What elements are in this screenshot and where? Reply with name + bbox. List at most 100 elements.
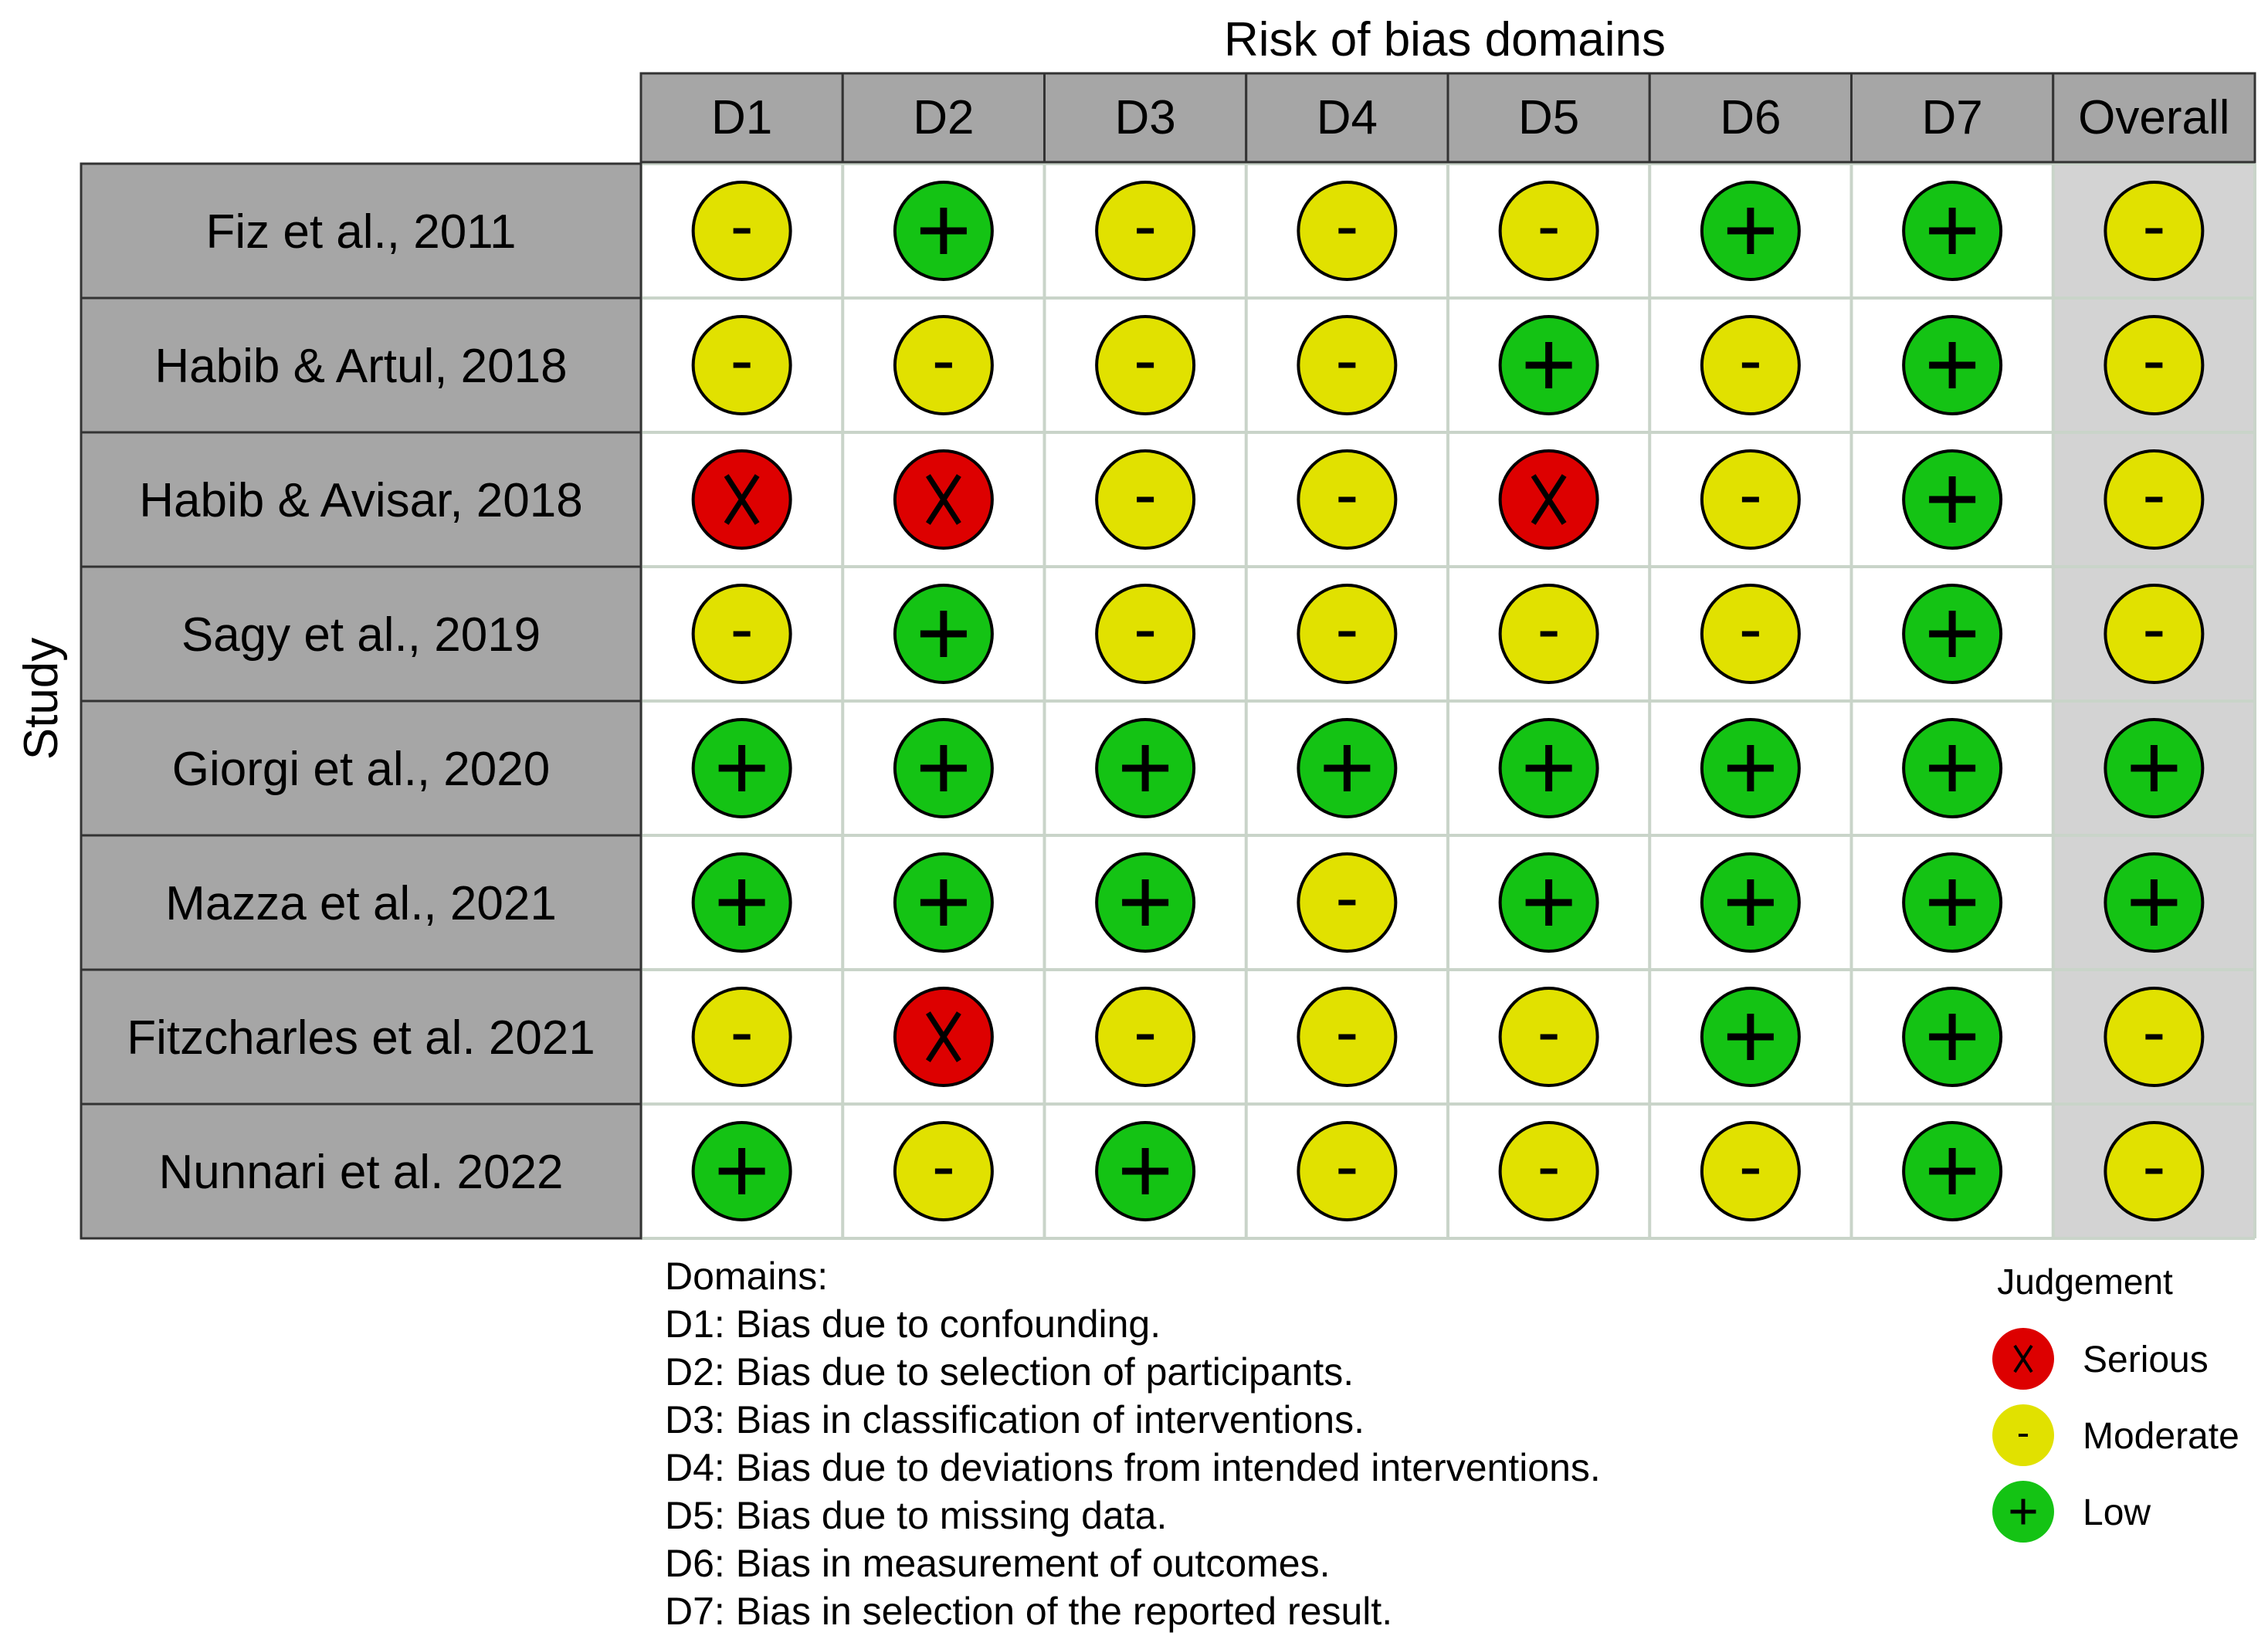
domain-description: D4: Bias due to deviations from intended… — [665, 1446, 1601, 1489]
judgement-symbol-low — [1727, 1014, 1774, 1060]
header-label-d1: D1 — [711, 91, 772, 144]
judgement-mark-habib-avisar-2018-d2 — [893, 449, 994, 550]
judgement-symbol-serious — [724, 474, 760, 525]
header-cell-d7 — [1850, 72, 2055, 164]
judgement-symbol-low — [2131, 745, 2178, 791]
judgement-mark-habib-artul-2018-d7 — [1902, 315, 2003, 415]
domain-description: D7: Bias in selection of the reported re… — [665, 1590, 1392, 1633]
legend-item-low: Low — [1992, 1481, 2151, 1543]
judgement-mark-mazza-et-al-2021-d5 — [1498, 852, 1599, 953]
study-label-cell — [80, 1102, 642, 1240]
judgement-mark-habib-avisar-2018-d7 — [1902, 449, 2003, 550]
judgement-symbol-low — [1727, 745, 1774, 791]
header-label-d6: D6 — [1720, 91, 1781, 144]
judgement-mark-fiz-et-al-2011-d6 — [1700, 181, 1801, 281]
domain-description: D6: Bias in measurement of outcomes. — [665, 1542, 1331, 1585]
header-label-d2: D2 — [913, 91, 974, 144]
domain-description: D3: Bias in classification of interventi… — [665, 1398, 1365, 1441]
judgement-mark-fitzcharles-et-al-2021-d7 — [1902, 987, 2003, 1087]
judgement-symbol-low — [1324, 745, 1371, 791]
legend-item-moderate: Moderate — [1992, 1404, 2239, 1466]
judgement-symbol-low — [1929, 342, 1976, 388]
judgement-mark-giorgi-et-al-2020-overall — [2104, 718, 2205, 818]
judgement-mark-fitzcharles-et-al-2021-overall — [2104, 987, 2205, 1087]
legend-label: Low — [2083, 1492, 2151, 1533]
domain-description: D1: Bias due to confounding. — [665, 1302, 1161, 1346]
study-label-cell — [80, 968, 642, 1106]
header-label-overall: Overall — [2078, 91, 2229, 144]
judgement-mark-habib-avisar-2018-d5 — [1498, 449, 1599, 550]
judgement-mark-sagy-et-al-2019-d7 — [1902, 584, 2003, 684]
header-label-d3: D3 — [1114, 91, 1175, 144]
judgement-mark-nunnari-et-al-2022-d4 — [1297, 1121, 1398, 1221]
judgement-mark-habib-avisar-2018-overall — [2104, 449, 2205, 550]
judgement-mark-fitzcharles-et-al-2021-d5 — [1498, 987, 1599, 1087]
judgement-mark-fitzcharles-et-al-2021-d6 — [1700, 987, 1801, 1087]
judgement-grid — [639, 162, 2256, 1240]
judgement-symbol-low — [1929, 1148, 1976, 1194]
judgement-mark-habib-avisar-2018-d3 — [1095, 449, 1196, 550]
judgement-symbol-low — [2131, 879, 2178, 926]
domain-descriptions: Domains: D1: Bias due to confounding.D2:… — [665, 1255, 1601, 1633]
judgement-symbol-low — [1525, 342, 1572, 388]
judgement-mark-mazza-et-al-2021-d4 — [1297, 852, 1398, 953]
study-label-cell — [80, 834, 642, 971]
judgement-mark-fitzcharles-et-al-2021-d1 — [691, 987, 792, 1087]
judgement-symbol-low — [1929, 208, 1976, 254]
header-label-d5: D5 — [1518, 91, 1579, 144]
judgement-mark-mazza-et-al-2021-d3 — [1095, 852, 1196, 953]
legend-label: Serious — [2083, 1339, 2209, 1380]
judgement-mark-fitzcharles-et-al-2021-d3 — [1095, 987, 1196, 1087]
legend-symbol — [2010, 1499, 2036, 1525]
judgement-mark-giorgi-et-al-2020-d3 — [1095, 718, 1196, 818]
judgement-mark-fiz-et-al-2011-d1 — [691, 181, 792, 281]
study-label: Habib & Artul, 2018 — [154, 340, 567, 393]
legend-title: Judgement — [1997, 1262, 2173, 1302]
chart-title: Risk of bias domains — [1224, 13, 1666, 66]
study-label: Giorgi et al., 2020 — [172, 743, 550, 796]
header-label-d4: D4 — [1317, 91, 1378, 144]
header-label-d7: D7 — [1921, 91, 1982, 144]
judgement-mark-giorgi-et-al-2020-d1 — [691, 718, 792, 818]
judgement-symbol-low — [718, 879, 765, 926]
judgement-symbol-low — [1122, 1148, 1169, 1194]
legend-item-serious: Serious — [1992, 1328, 2209, 1390]
judgement-mark-giorgi-et-al-2020-d7 — [1902, 718, 2003, 818]
judgement-mark-giorgi-et-al-2020-d4 — [1297, 718, 1398, 818]
header-cell-d5 — [1446, 72, 1651, 164]
judgement-mark-nunnari-et-al-2022-d7 — [1902, 1121, 2003, 1221]
judgement-mark-nunnari-et-al-2022-d3 — [1095, 1121, 1196, 1221]
judgement-mark-mazza-et-al-2021-d6 — [1700, 852, 1801, 953]
judgement-mark-habib-avisar-2018-d1 — [691, 449, 792, 550]
header-cell-overall — [2052, 72, 2256, 164]
judgement-mark-nunnari-et-al-2022-d5 — [1498, 1121, 1599, 1221]
study-label: Fitzcharles et al. 2021 — [127, 1011, 595, 1065]
judgement-symbol-low — [1122, 879, 1169, 926]
domain-description: D2: Bias due to selection of participant… — [665, 1350, 1354, 1394]
judgement-symbol-low — [1525, 879, 1572, 926]
judgement-mark-fiz-et-al-2011-d7 — [1902, 181, 2003, 281]
judgement-symbol-serious — [925, 1011, 961, 1062]
judgement-symbol-low — [920, 611, 967, 657]
study-label-column: Fiz et al., 2011 Habib & Artul, 2018 Habib… — [80, 162, 642, 1240]
judgement-symbol-low — [1929, 879, 1976, 926]
judgement-mark-sagy-et-al-2019-d2 — [893, 584, 994, 684]
judgement-mark-fiz-et-al-2011-overall — [2104, 181, 2205, 281]
judgement-mark-fitzcharles-et-al-2021-d4 — [1297, 987, 1398, 1087]
judgement-mark-sagy-et-al-2019-d3 — [1095, 584, 1196, 684]
judgement-symbol-low — [920, 745, 967, 791]
domain-header-row: D1 D2 D3 D4 D5 D6 D7 Overall — [639, 72, 2256, 164]
judgement-legend: Judgement Serious Moderate Low — [1992, 1262, 2239, 1543]
judgement-mark-habib-avisar-2018-d6 — [1700, 449, 1801, 550]
judgement-mark-nunnari-et-al-2022-overall — [2104, 1121, 2205, 1221]
legend-label: Moderate — [2083, 1416, 2239, 1457]
judgement-mark-mazza-et-al-2021-overall — [2104, 852, 2205, 953]
judgement-symbol-low — [920, 208, 967, 254]
judgement-mark-habib-artul-2018-d2 — [893, 315, 994, 415]
judgement-mark-fiz-et-al-2011-d3 — [1095, 181, 1196, 281]
judgement-mark-fiz-et-al-2011-d4 — [1297, 181, 1398, 281]
judgement-symbol-low — [1929, 611, 1976, 657]
study-label: Sagy et al., 2019 — [181, 608, 541, 662]
row-axis-label: Study — [15, 638, 68, 760]
